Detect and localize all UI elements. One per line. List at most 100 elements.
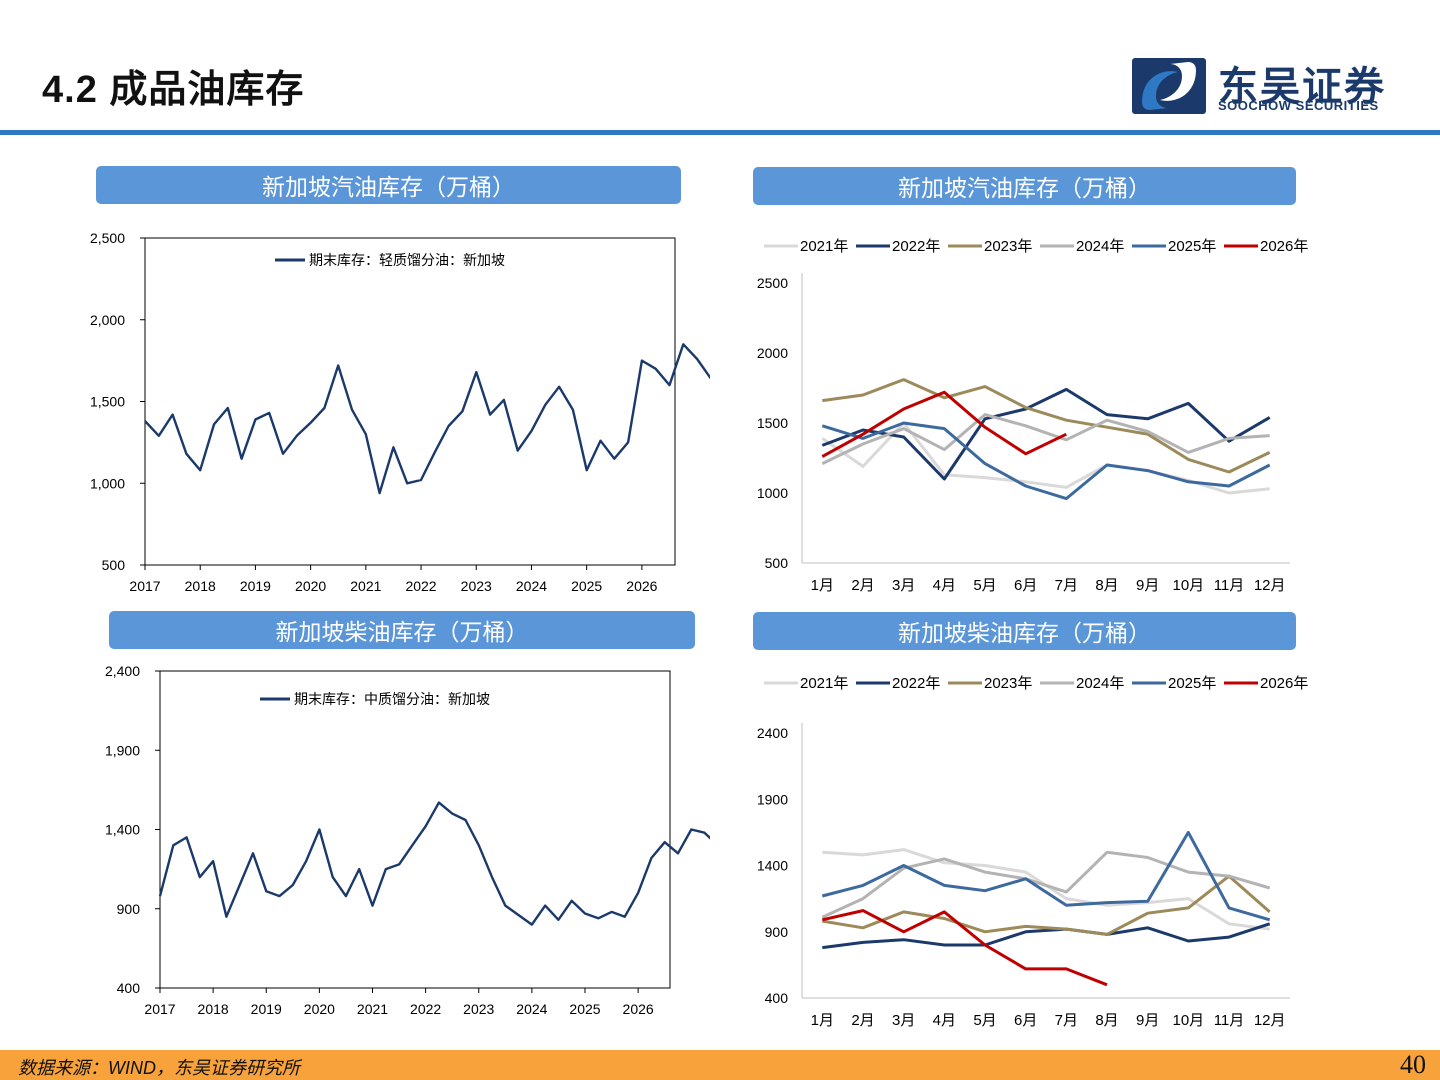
x-tick-label: 2026 [626, 578, 657, 594]
panel-title-diesel-ts: 新加坡柴油库存（万桶） [109, 611, 695, 649]
x-tick-label: 5月 [973, 1012, 996, 1029]
legend-label: 2026年 [1260, 238, 1308, 255]
x-tick-label: 2024 [516, 1001, 547, 1017]
legend-label: 2024年 [1076, 238, 1124, 255]
x-tick-label: 2021 [350, 578, 381, 594]
y-tick-label: 2,000 [90, 312, 125, 328]
x-tick-label: 2022 [405, 578, 436, 594]
x-tick-label: 2023 [461, 578, 492, 594]
x-tick-label: 2025 [571, 578, 602, 594]
legend-label: 2025年 [1168, 675, 1216, 692]
x-tick-label: 4月 [933, 577, 956, 594]
plot-frame [159, 670, 671, 989]
x-tick-label: 2023 [463, 1001, 494, 1017]
x-tick-label: 2019 [251, 1001, 282, 1017]
x-tick-label: 8月 [1095, 1012, 1118, 1029]
series-line-2026年 [821, 909, 1108, 987]
plot-frame [144, 237, 676, 566]
panel-title-gasoline-ts: 新加坡汽油库存（万桶） [96, 166, 681, 204]
series-line-2023年 [822, 874, 1271, 936]
data-source: 数据来源：WIND，东吴证券研究所 [18, 1058, 300, 1078]
soochow-logo-icon [1132, 58, 1206, 114]
y-tick-label: 500 [765, 555, 789, 571]
y-tick-label: 500 [102, 557, 126, 573]
x-tick-label: 4月 [933, 1012, 956, 1029]
legend-label: 2023年 [984, 238, 1032, 255]
brand-logo: 东吴证券 SOOCHOW SECURITIES [1132, 58, 1402, 114]
x-tick-label: 2018 [198, 1001, 229, 1017]
legend-label: 2022年 [892, 238, 940, 255]
x-tick-label: 2020 [295, 578, 326, 594]
x-tick-label: 2020 [304, 1001, 335, 1017]
y-tick-label: 400 [117, 980, 141, 996]
legend-label: 2024年 [1076, 675, 1124, 692]
series-line-2022年 [821, 387, 1271, 481]
y-tick-label: 2400 [757, 725, 788, 741]
legend-label: 2023年 [984, 675, 1032, 692]
gasoline-seasonal-chart: 2500 2000 1500 1000 500 1月 2月 3月 4月 5月 6月 7月 8月 9月 10月… [757, 238, 1309, 594]
panel-title-diesel-seasonal: 新加坡柴油库存（万桶） [753, 612, 1296, 650]
x-tick-label: 2017 [144, 1001, 175, 1017]
x-tick-label: 11月 [1214, 577, 1245, 594]
series-line-2022年 [822, 922, 1271, 950]
legend-label: 2026年 [1260, 675, 1308, 692]
header-divider [0, 130, 1440, 135]
y-tick-label: 2,400 [105, 663, 140, 679]
x-tick-label: 3月 [892, 577, 915, 594]
legend-label: 2021年 [800, 675, 848, 692]
logo-english-name: SOOCHOW SECURITIES [1218, 98, 1379, 113]
series-line-2024年 [821, 413, 1270, 465]
page-number: 40 [1400, 1050, 1426, 1079]
x-tick-label: 2021 [357, 1001, 388, 1017]
x-tick-label: 2022 [410, 1001, 441, 1017]
x-tick-label: 1月 [811, 1012, 834, 1029]
y-tick-label: 2000 [757, 345, 788, 361]
x-tick-label: 1月 [811, 577, 834, 594]
series-line-2025年 [821, 421, 1271, 501]
series-line [144, 343, 710, 495]
x-tick-label: 10月 [1172, 577, 1204, 594]
x-tick-label: 5月 [973, 577, 996, 594]
y-tick-label: 1,500 [90, 394, 125, 410]
legend-label: 2021年 [800, 238, 848, 255]
x-tick-label: 7月 [1055, 577, 1078, 594]
y-tick-label: 1,000 [90, 475, 125, 491]
x-tick-label: 2026 [623, 1001, 654, 1017]
legend-label: 期末库存：轻质馏分油：新加坡 [309, 252, 505, 268]
page-title: 4.2 成品油库存 [42, 69, 305, 111]
x-tick-label: 7月 [1055, 1012, 1078, 1029]
x-tick-label: 9月 [1136, 577, 1159, 594]
y-tick-label: 1,900 [105, 742, 140, 758]
series-line-2023年 [822, 378, 1271, 474]
x-tick-label: 2019 [240, 578, 271, 594]
x-tick-label: 11月 [1214, 1012, 1245, 1029]
legend-label: 期末库存：中质馏分油：新加坡 [294, 691, 490, 707]
x-tick-label: 3月 [892, 1012, 915, 1029]
x-tick-label: 9月 [1136, 1012, 1159, 1029]
footer-bar: 数据来源：WIND，东吴证券研究所 40 [0, 1050, 1440, 1080]
x-tick-label: 6月 [1014, 577, 1037, 594]
x-tick-label: 12月 [1254, 577, 1286, 594]
x-tick-label: 2024 [516, 578, 547, 594]
series-line-2024年 [821, 850, 1271, 919]
x-tick-label: 12月 [1254, 1012, 1286, 1029]
x-tick-label: 2月 [851, 577, 874, 594]
series-line [158, 801, 710, 926]
y-tick-label: 2,500 [90, 230, 125, 246]
x-tick-label: 2025 [569, 1001, 600, 1017]
legend-label: 2022年 [892, 675, 940, 692]
logo-chinese-name: 东吴证券 [1218, 65, 1386, 109]
legend-label: 2025年 [1168, 238, 1216, 255]
x-tick-label: 8月 [1095, 577, 1118, 594]
x-tick-label: 6月 [1014, 1012, 1037, 1029]
y-tick-label: 1000 [757, 485, 788, 501]
diesel-seasonal-chart: 2400 1900 1400 900 400 1月 2月 3月 4月 5月 6月 7月 8月 9月 10月 1… [757, 675, 1309, 1029]
series-line-2025年 [821, 830, 1271, 922]
x-tick-label: 2018 [185, 578, 216, 594]
y-tick-label: 900 [765, 924, 789, 940]
y-tick-label: 2500 [757, 275, 788, 291]
series-line-2026年 [821, 390, 1067, 458]
x-tick-label: 2月 [851, 1012, 874, 1029]
